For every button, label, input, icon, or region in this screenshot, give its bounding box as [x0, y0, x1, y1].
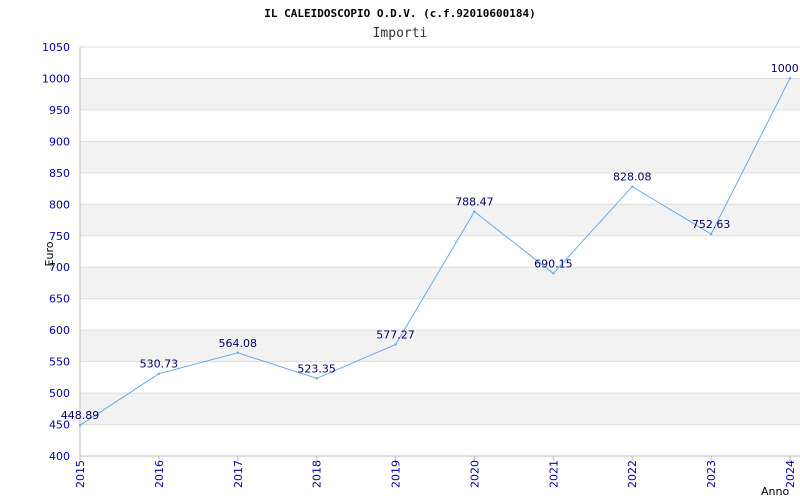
y-tick-label: 950	[49, 104, 70, 117]
y-tick-label: 450	[49, 419, 70, 432]
data-label: 1000.4	[771, 62, 800, 75]
data-label: 690.15	[534, 257, 573, 270]
x-axis-ticks: 2015 2016 2017 2018 2019 2020 2021 2022 2023 2024	[74, 456, 797, 488]
grid-band	[80, 141, 800, 173]
y-tick-label: 1050	[42, 41, 70, 54]
data-point	[473, 210, 476, 213]
y-tick-label: 750	[49, 230, 70, 243]
data-point	[78, 424, 82, 427]
y-tick-label: 400	[49, 450, 70, 463]
data-point	[788, 77, 792, 80]
x-tick-label: 2019	[390, 460, 403, 488]
grid-band	[80, 393, 800, 425]
data-point	[552, 272, 555, 275]
grid-lines	[80, 46, 800, 457]
x-tick-label: 2021	[547, 460, 560, 488]
data-label: 448.89	[61, 409, 100, 422]
data-labels: 448.89 530.73 564.08 523.35 577.27 788.47 690.…	[61, 62, 800, 422]
y-tick-label: 900	[49, 135, 70, 148]
data-label: 828.08	[613, 171, 652, 184]
series-group	[78, 77, 792, 427]
data-point	[631, 185, 634, 188]
grid-band	[80, 78, 800, 110]
y-axis-label: Euro	[43, 241, 56, 266]
y-tick-label: 650	[49, 293, 70, 306]
data-label: 752.63	[692, 218, 731, 231]
x-tick-label: 2020	[468, 460, 481, 488]
data-label: 564.08	[219, 337, 258, 350]
data-point	[236, 351, 239, 354]
grid-band	[80, 267, 800, 299]
data-label: 523.35	[297, 362, 336, 375]
data-point	[315, 377, 318, 380]
chart-subtitle: Importi	[373, 26, 428, 41]
chart-title: IL CALEIDOSCOPIO O.D.V. (c.f.92010600184…	[264, 7, 536, 20]
data-point	[394, 343, 397, 346]
data-point	[709, 232, 713, 236]
y-tick-label: 550	[49, 356, 70, 369]
y-tick-label: 700	[49, 261, 70, 274]
series-line	[79, 77, 791, 426]
x-tick-label: 2024	[784, 460, 797, 488]
x-tick-label: 2017	[232, 460, 245, 488]
x-tick-label: 2018	[311, 460, 324, 488]
data-label: 788.47	[455, 196, 494, 209]
x-tick-label: 2016	[153, 460, 166, 488]
y-tick-label: 600	[49, 324, 70, 337]
y-tick-label: 800	[49, 198, 70, 211]
y-tick-label: 1000	[42, 72, 70, 85]
grid-band	[80, 330, 800, 362]
x-tick-label: 2023	[705, 460, 718, 488]
x-tick-label: 2015	[74, 460, 87, 488]
data-label: 530.73	[140, 358, 179, 371]
x-tick-label: 2022	[626, 460, 639, 488]
y-axis-ticks: 400 450 500 550 600 650 700 750 800 850 900 950 1000…	[42, 41, 70, 463]
grid-bands	[80, 78, 800, 425]
x-axis-label: Anno	[761, 485, 789, 498]
y-tick-label: 500	[49, 387, 70, 400]
data-label: 577.27	[376, 328, 415, 341]
y-tick-label: 850	[49, 167, 70, 180]
data-point	[157, 372, 161, 375]
grid-band	[80, 204, 800, 236]
